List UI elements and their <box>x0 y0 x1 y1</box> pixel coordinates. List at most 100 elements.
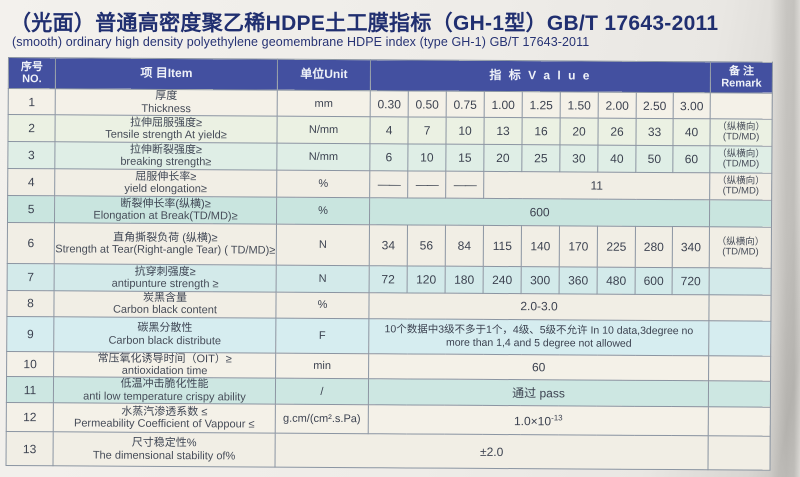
remark-cell <box>708 294 772 321</box>
value-cell-dash: —— <box>407 170 446 199</box>
value-cell: 7 <box>407 116 447 145</box>
item-cell: 尺寸稳定性% The dimensional stability of% <box>53 432 276 468</box>
item-cell: 低温冲击脆化性能 anti low temperature crispy abi… <box>53 377 276 405</box>
table-row-carbon-black-content: 8 炭黑含量 Carbon black content % 2.0-3.0 <box>6 290 772 321</box>
col-header-no-en: NO. <box>22 73 42 86</box>
value-cell: 16 <box>521 117 561 145</box>
unit-cell: N/mm <box>276 143 370 171</box>
item-en: breaking strength≥ <box>120 155 212 169</box>
value-cell: 25 <box>521 144 560 172</box>
value-cell: 20 <box>483 144 522 172</box>
value-cell: 600 <box>635 267 673 295</box>
value-exponent: -13 <box>551 413 563 423</box>
col-header-remark-en: Remark <box>721 77 762 90</box>
item-cell: 水蒸汽渗透系数 ≤ Permeability Coefficient of Va… <box>53 403 276 434</box>
value-cell: 180 <box>445 266 484 294</box>
item-cell: 炭黑含量 Carbon black content <box>53 290 277 318</box>
value-cell: 225 <box>597 226 636 268</box>
value-cell: 240 <box>483 266 522 294</box>
row-number: 3 <box>7 141 55 169</box>
value-cell: 360 <box>559 266 598 295</box>
value-cell-merged: 11 <box>483 171 710 200</box>
table-row-carbon-black-dispersion: 9 碳黑分散性 Carbon black distribute F 10个数据中… <box>6 316 771 356</box>
remark-cell: （纵横向） (TD/MD) <box>710 118 773 147</box>
value-cell: 0.50 <box>408 90 447 118</box>
value-cell-merged: 10个数据中3级不多于1个，4级、5级不允许 In 10 data,3degre… <box>368 318 709 356</box>
value-cell: 40 <box>597 145 636 173</box>
value-cell: 480 <box>597 267 636 295</box>
value-cell: 0.75 <box>446 91 485 118</box>
col-header-remark-cn: 备 注 <box>728 65 755 78</box>
unit-cell: mm <box>277 90 371 117</box>
item-en: Strength at Tear(Right-angle Tear) ( TD/… <box>55 243 276 257</box>
value-cell: 140 <box>521 225 560 267</box>
spec-table: 序号 NO. 项 目Item 单位Unit 指 标 V a l u e 备 注 … <box>6 57 774 471</box>
remark-cell <box>709 199 772 228</box>
item-en: Thickness <box>141 102 191 115</box>
row-number: 8 <box>6 290 55 317</box>
remark-cell <box>708 355 771 382</box>
value-mantissa: 1.0×10 <box>513 413 552 429</box>
unit-cell: N/mm <box>276 116 371 144</box>
value-cell: 84 <box>445 225 484 267</box>
value-cell: 60 <box>672 145 711 173</box>
value-cell-dash: —— <box>445 171 484 199</box>
value-cell: 280 <box>635 226 673 268</box>
row-number: 13 <box>6 431 54 467</box>
table-row-vapour-permeability: 12 水蒸汽渗透系数 ≤ Permeability Coefficient of… <box>6 402 771 437</box>
row-number: 1 <box>8 88 56 115</box>
value-cell: 1.50 <box>560 91 599 119</box>
item-en: Tensile strength At yield≥ <box>105 128 227 142</box>
value-cell: 56 <box>407 224 446 267</box>
unit-cell: min <box>275 352 369 379</box>
header-row: 序号 NO. 项 目Item 单位Unit 指 标 V a l u e 备 注 … <box>8 57 773 94</box>
remark-cell: （纵横向） (TD/MD) <box>709 145 773 174</box>
value-cell: 40 <box>672 118 711 146</box>
unit-cell: % <box>276 197 370 225</box>
col-header-no-cn: 序号 <box>20 60 43 74</box>
row-number: 12 <box>6 402 54 433</box>
remark-cell <box>709 267 772 296</box>
value-cell: 33 <box>635 118 674 146</box>
remark-en: (TD/MD) <box>722 158 760 170</box>
item-cell: 屈服伸长率≥ yield elongation≥ <box>54 168 277 198</box>
item-cell: 常压氧化诱导时间（OIT）≥ antioxidation time <box>53 351 276 379</box>
value-cell-merged-wide: ±2.0 <box>274 433 709 471</box>
col-header-item: 项 目Item <box>55 57 278 91</box>
row-number: 6 <box>7 222 55 264</box>
value-cell: 1.25 <box>522 91 561 118</box>
remark-cell <box>708 407 771 437</box>
value-cell: 72 <box>369 265 408 293</box>
item-cell: 厚度 Thickness <box>55 88 278 117</box>
item-en: Carbon black distribute <box>108 334 222 347</box>
remark-cell: （纵横向） (TD/MD) <box>709 172 772 201</box>
item-en: Carbon black content <box>112 303 217 317</box>
row-number: 11 <box>6 376 54 404</box>
unit-cell: % <box>275 292 370 319</box>
value-cell: 15 <box>445 144 484 172</box>
value-cell: 34 <box>369 224 408 266</box>
item-en: Elongation at Break(TD/MD)≥ <box>93 209 238 223</box>
remark-cell <box>708 320 771 356</box>
value-cell: 2.00 <box>598 92 637 119</box>
value-cell: 2.50 <box>636 92 674 119</box>
value-cell-merged: 1.0×10-13 <box>368 404 709 437</box>
unit-cell: g.cm/(cm².s.Pa) <box>275 404 369 434</box>
unit-cell: N <box>276 224 370 266</box>
value-cell: 13 <box>483 117 523 145</box>
remark-en: (TD/MD) <box>722 246 759 258</box>
value-cell-merged: 60 <box>368 353 709 382</box>
value-cell: 720 <box>672 267 710 295</box>
value-cell: 120 <box>407 265 446 294</box>
row-number: 10 <box>6 351 54 378</box>
value-cell: 170 <box>559 225 598 268</box>
value-cell: 4 <box>369 116 409 144</box>
item-cell: 断裂伸长率(纵横)≥ Elongation at Break(TD/MD)≥ <box>54 195 277 225</box>
item-en: anti low temperature crispy ability <box>83 390 246 404</box>
value-cell: 6 <box>369 143 408 171</box>
remark-cell <box>708 436 771 471</box>
value-cell: 3.00 <box>673 92 711 119</box>
item-cell: 直角撕裂负荷 (纵横)≥ Strength at Tear(Right-angl… <box>54 222 277 266</box>
value-cell: 20 <box>559 117 599 146</box>
